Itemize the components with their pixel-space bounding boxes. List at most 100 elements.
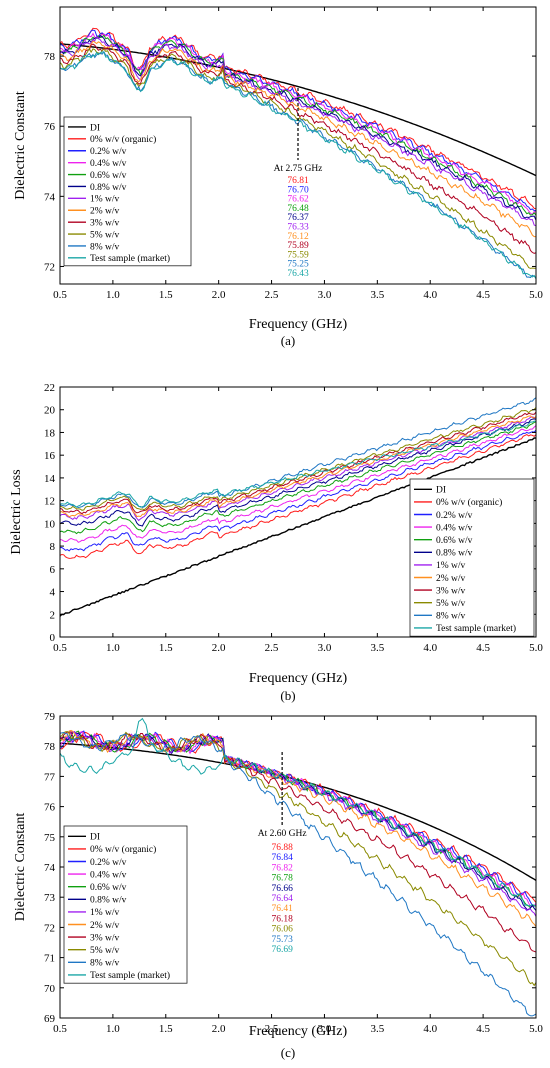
chart-panel-a: 0.5 1.0 1.5 2.0 2.5 3.0 3.5 4.0 4.5 5.0 72 74 76 78 Fr… [13, 6, 543, 348]
y-tick-label: 74 [44, 862, 56, 874]
x-tick-label: 4.0 [423, 642, 437, 654]
y-tick-label: 4 [50, 587, 56, 599]
annotation-value: 76.37 [287, 213, 309, 223]
plot-area [60, 397, 536, 617]
legend-box [63, 116, 192, 267]
legend-entry: 0.8% w/v [436, 549, 473, 559]
annotation-value: 76.43 [287, 269, 309, 279]
x-tick-label: 5.0 [529, 1023, 543, 1035]
legend: DI0% w/v (organic) 0.2% w/v 0.4% w/v 0.6% w… [63, 116, 192, 267]
x-tick-label: 3.0 [318, 642, 332, 654]
plot-frame [59, 386, 537, 638]
y-tick-label: 72 [44, 922, 55, 934]
legend-entry: 3% w/v [90, 218, 120, 228]
legend-entry: 0% w/v (organic) [90, 134, 156, 145]
annotation-value: 76.82 [271, 863, 293, 873]
y-tick-label: 69 [44, 1013, 56, 1025]
legend-entry: Test sample (market) [436, 623, 516, 634]
series-line-7 [60, 415, 536, 518]
series-line-2 [60, 429, 536, 552]
legend-box [409, 478, 535, 637]
y-tick-label: 20 [44, 405, 56, 417]
y-tick-label: 75 [44, 832, 56, 844]
annotation-label: At 2.75 GHz [274, 164, 323, 174]
legend-entry: 0.2% w/v [436, 511, 473, 521]
y-tick-label: 22 [44, 382, 55, 394]
y-tick-label: 8 [50, 541, 56, 553]
x-tick-label: 3.0 [318, 289, 332, 301]
annotation: At 2.60 GHz76.8876.8476.8276.7876.6676.6… [258, 752, 307, 955]
y-tick-label: 73 [44, 892, 56, 904]
series-line-6 [60, 416, 536, 522]
annotation-value: 76.62 [287, 195, 309, 205]
x-axis-label: Frequency (GHz) [249, 671, 348, 686]
annotation-value: 76.66 [271, 884, 293, 894]
annotation-value: 76.70 [287, 185, 309, 195]
series-line-4 [60, 421, 536, 535]
x-axis-label: Frequency (GHz) [249, 317, 348, 332]
legend-entry: 8% w/v [90, 242, 120, 252]
x-tick-label: 5.0 [529, 642, 543, 654]
x-tick-label: 0.5 [53, 1023, 67, 1035]
legend-entry: Test sample (market) [90, 253, 170, 264]
annotation-value: 76.81 [287, 176, 309, 186]
x-tick-label: 1.0 [106, 642, 120, 654]
annotation-value: 76.69 [271, 945, 293, 955]
x-tick-label: 4.5 [476, 642, 490, 654]
legend-entry: 0.4% w/v [90, 870, 127, 880]
y-tick-label: 76 [44, 802, 56, 814]
x-tick-label: 2.0 [212, 642, 226, 654]
legend-entry: DI [90, 123, 100, 133]
legend-entry: 0.6% w/v [90, 883, 127, 893]
annotation-value: 76.48 [287, 204, 309, 214]
annotation-backdrop [275, 174, 321, 279]
x-tick-label: 1.0 [106, 1023, 120, 1035]
y-axis-label: Dielectric Loss [9, 469, 24, 554]
y-axis-label: Dielectric Constant [13, 91, 28, 200]
plot-frame [59, 6, 537, 285]
y-tick-label: 10 [44, 518, 56, 530]
y-tick-label: 74 [44, 191, 56, 203]
y-tick-label: 12 [44, 496, 55, 508]
x-tick-label: 2.5 [265, 642, 279, 654]
annotation-value: 75.89 [287, 241, 309, 251]
x-tick-label: 2.0 [212, 1023, 226, 1035]
series-line-0 [60, 43, 536, 177]
plot-area [60, 717, 536, 1017]
annotation-value: 76.33 [287, 223, 309, 233]
y-tick-label: 14 [44, 473, 56, 485]
series-line-1 [60, 434, 536, 559]
legend-entry: 2% w/v [436, 574, 466, 584]
legend-entry: 2% w/v [90, 207, 120, 217]
legend-entry: 3% w/v [436, 586, 466, 596]
y-tick-label: 6 [50, 564, 56, 576]
panel-label: (b) [280, 688, 295, 703]
legend-entry: 0% w/v (organic) [436, 497, 502, 508]
legend-entry: 5% w/v [90, 230, 120, 240]
y-tick-label: 79 [44, 711, 56, 723]
legend-entry: 1% w/v [90, 908, 120, 918]
series-line-3 [60, 425, 536, 543]
x-tick-label: 2.5 [265, 289, 279, 301]
x-tick-label: 4.5 [476, 289, 490, 301]
x-axis-label: Frequency (GHz) [249, 1024, 348, 1039]
legend-entry: 8% w/v [436, 612, 466, 622]
annotation-value: 76.18 [271, 914, 293, 924]
legend-entry: 2% w/v [90, 921, 120, 931]
panel-label: (c) [281, 1045, 295, 1060]
x-tick-label: 3.5 [370, 642, 384, 654]
x-tick-label: 5.0 [529, 289, 543, 301]
y-tick-label: 78 [44, 741, 56, 753]
legend-entry: 0.4% w/v [90, 159, 127, 169]
legend-entry: 5% w/v [436, 599, 466, 609]
x-tick-label: 3.0 [318, 1023, 332, 1035]
y-tick-label: 0 [50, 632, 56, 644]
legend-entry: 0.2% w/v [90, 858, 127, 868]
legend-entry: 0% w/v (organic) [90, 844, 156, 855]
legend-entry: 0.6% w/v [436, 536, 473, 546]
legend-box [63, 825, 188, 984]
panel-label: (a) [281, 333, 295, 348]
legend-entry: 0.8% w/v [90, 183, 127, 193]
series-line-0 [60, 437, 536, 617]
